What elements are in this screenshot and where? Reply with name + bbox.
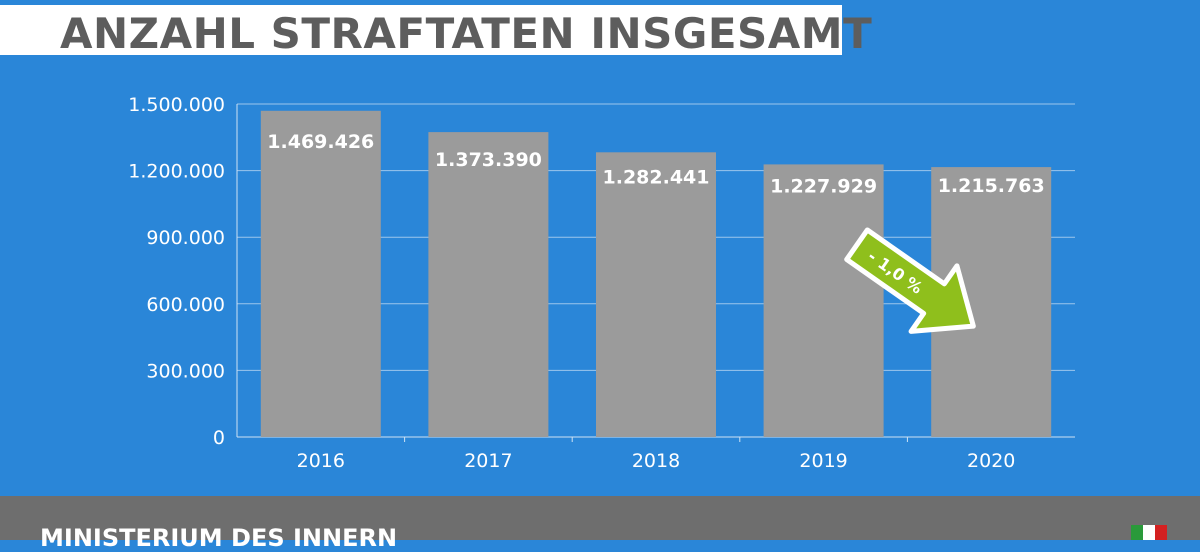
y-tick-label: 900.000 bbox=[146, 227, 225, 249]
arrow-shape bbox=[844, 227, 976, 334]
y-tick-label: 1.200.000 bbox=[128, 161, 225, 183]
bar bbox=[596, 152, 716, 437]
bar-chart: 0 300.000 600.000 900.000 1.200.000 1.500.000… bbox=[128, 94, 1075, 472]
x-tick-label: 2018 bbox=[632, 450, 680, 472]
bar bbox=[260, 110, 381, 438]
page-title: ANZAHL STRAFTATEN INSGESAMT bbox=[60, 9, 873, 58]
x-tick-label: 2020 bbox=[967, 450, 1015, 472]
x-tick-label: 2016 bbox=[297, 450, 345, 472]
data-label: 1.282.441 bbox=[603, 166, 710, 188]
footer: MINISTERIUM DES INNERN bbox=[0, 496, 1200, 552]
title-box: ANZAHL STRAFTATEN INSGESAMT bbox=[0, 5, 872, 58]
y-tick-label: 600.000 bbox=[146, 294, 225, 316]
y-tick-label: 1.500.000 bbox=[128, 94, 225, 116]
data-label: 1.215.763 bbox=[938, 175, 1045, 197]
data-label: 1.373.390 bbox=[435, 149, 542, 171]
x-tick-label: 2019 bbox=[799, 450, 847, 472]
x-tick-label: 2017 bbox=[464, 450, 512, 472]
data-label: 1.227.929 bbox=[770, 175, 877, 197]
y-tick-label: 300.000 bbox=[146, 360, 225, 382]
nrw-logo bbox=[1131, 525, 1167, 540]
y-tick-label: 0 bbox=[213, 427, 225, 449]
bar bbox=[428, 132, 549, 437]
data-label: 1.469.426 bbox=[267, 131, 374, 153]
footer-text: MINISTERIUM DES INNERN bbox=[40, 524, 398, 552]
bar bbox=[763, 164, 884, 437]
